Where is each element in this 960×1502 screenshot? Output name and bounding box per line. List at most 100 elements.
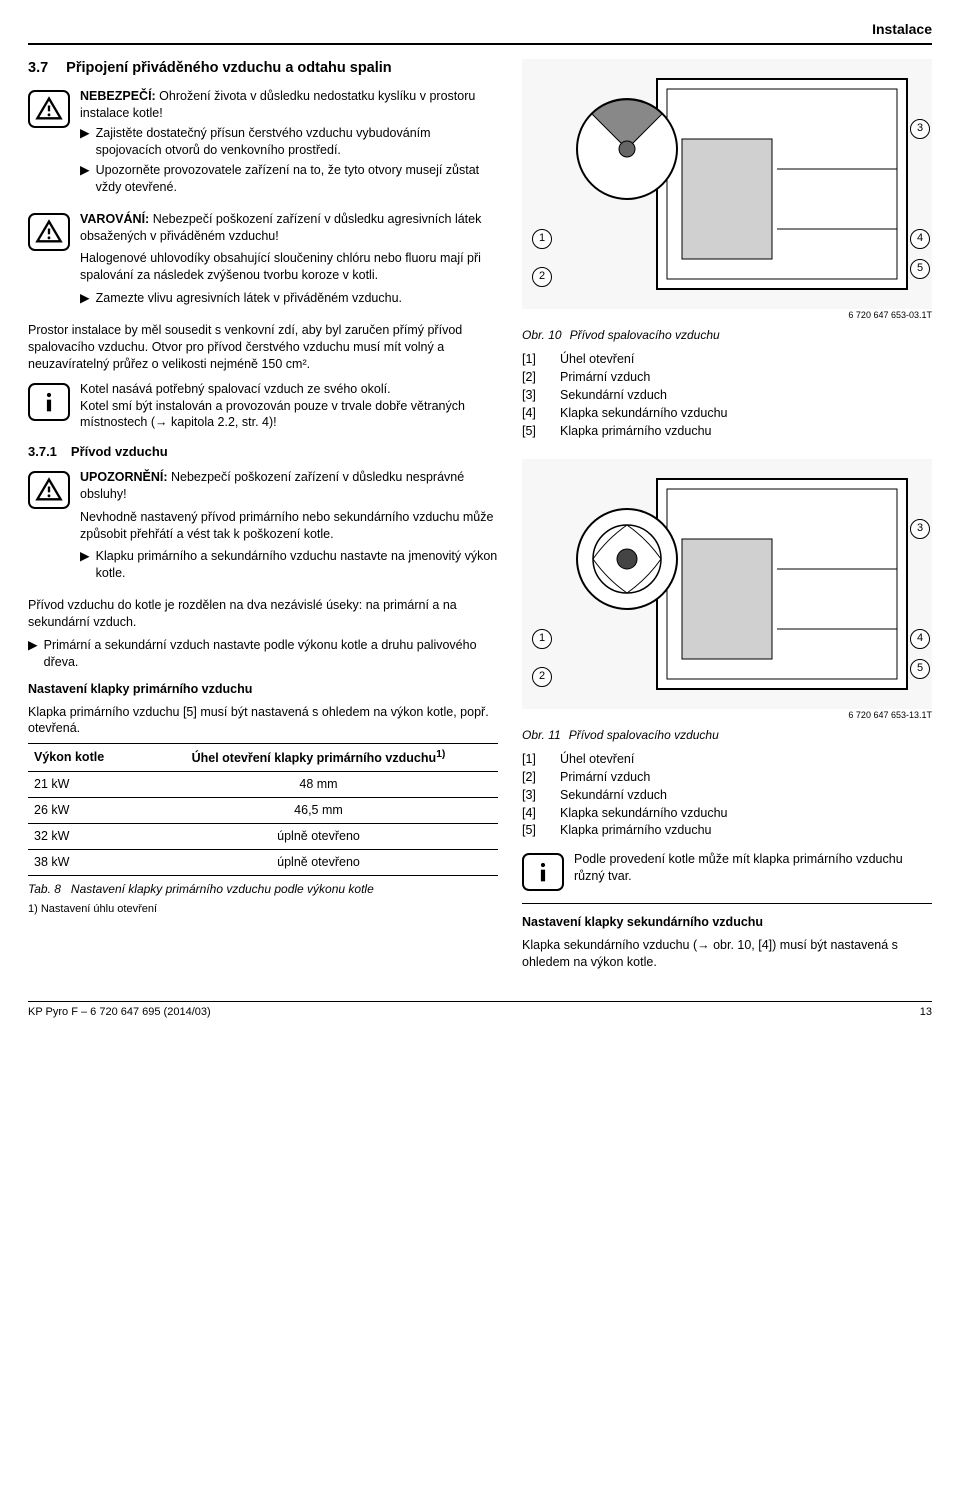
- figure-11-legend: [1]Úhel otevření[2]Primární vzduch[3] Sek…: [522, 751, 932, 839]
- section-3-7-1-heading: 3.7.1 Přívod vzduchu: [28, 443, 498, 461]
- table-col1-header: Výkon kotle: [28, 744, 139, 772]
- paragraph-1: Prostor instalace by měl sousedit s venk…: [28, 322, 498, 373]
- main-columns: 3.7 Připojení přiváděného vzduchu a odta…: [28, 59, 932, 977]
- legend-row: [1]Úhel otevření: [522, 751, 932, 768]
- footer-right: 13: [920, 1005, 932, 1020]
- info-icon: [522, 853, 564, 891]
- table-cell: 21 kW: [28, 772, 139, 798]
- free-bullet-text: Primární a sekundární vzduch nastavte po…: [44, 637, 498, 671]
- info-callout-1: Kotel nasává potřebný spalovací vzduch z…: [28, 381, 498, 432]
- page-footer: KP Pyro F – 6 720 647 695 (2014/03) 13: [28, 1001, 932, 1020]
- paragraph-4: Klapka sekundárního vzduchu (→ obr. 10, …: [522, 937, 932, 971]
- legend-key: [2]: [522, 769, 546, 786]
- legend-row: [2] Primární vzduch: [522, 369, 932, 386]
- subhead-primary: Nastavení klapky primárního vzduchu: [28, 681, 498, 698]
- callout-marker-5: 5: [910, 259, 930, 279]
- divider: [522, 903, 932, 904]
- callout-marker-4: 4: [910, 629, 930, 649]
- legend-row: [5] Klapka primárního vzduchu: [522, 822, 932, 839]
- info-callout-2: Podle provedení kotle může mít klapka pr…: [522, 851, 932, 891]
- notice-text-2: Nevhodně nastavený přívod primárního neb…: [80, 509, 498, 543]
- legend-value: Úhel otevření: [560, 351, 634, 368]
- legend-value: Primární vzduch: [560, 369, 650, 386]
- warning-lead: VAROVÁNÍ:: [80, 212, 149, 226]
- callout-marker-3: 3: [910, 519, 930, 539]
- table-row: 26 kW46,5 mm: [28, 798, 498, 824]
- header-rule: [28, 43, 932, 45]
- callout-marker-5: 5: [910, 659, 930, 679]
- table-cell: 26 kW: [28, 798, 139, 824]
- legend-row: [3] Sekundární vzduch: [522, 787, 932, 804]
- legend-value: Klapka sekundárního vzduchu: [560, 805, 727, 822]
- legend-value: Klapka primárního vzduchu: [560, 423, 711, 440]
- legend-key: [2]: [522, 369, 546, 386]
- legend-key: [3]: [522, 787, 546, 804]
- warning-triangle-icon: [28, 90, 70, 128]
- warning-body: VAROVÁNÍ: Nebezpečí poškození zařízení v…: [80, 211, 498, 310]
- danger-bullet-1: Zajistěte dostatečný přísun čerstvého vz…: [96, 125, 498, 159]
- figure-11-caption: Obr. 11Přívod spalovacího vzduchu: [522, 727, 932, 743]
- legend-value: Klapka sekundárního vzduchu: [560, 405, 727, 422]
- table-row: 21 kW48 mm: [28, 772, 498, 798]
- notice-bullet-1: Klapku primárního a sekundárního vzduchu…: [96, 548, 498, 582]
- arrow-icon: ▶: [28, 637, 38, 671]
- legend-key: [1]: [522, 751, 546, 768]
- arrow-icon: ▶: [80, 548, 90, 582]
- danger-body: NEBEZPEČÍ: Ohrožení života v důsledku ne…: [80, 88, 498, 198]
- page-section-header: Instalace: [28, 20, 932, 39]
- callout-marker-1: 1: [532, 629, 552, 649]
- table-cell: úplně otevřeno: [139, 849, 498, 875]
- table-cell: 46,5 mm: [139, 798, 498, 824]
- table-cell: úplně otevřeno: [139, 824, 498, 850]
- subhead-secondary: Nastavení klapky sekundárního vzduchu: [522, 914, 932, 931]
- table-row: 38 kWúplně otevřeno: [28, 849, 498, 875]
- figure-10-diagram: 1 2 3 4 5: [522, 59, 932, 309]
- arrow-icon: ▶: [80, 125, 90, 159]
- arrow-icon: ▶: [80, 162, 90, 196]
- info-body-1: Kotel nasává potřebný spalovací vzduch z…: [80, 381, 498, 432]
- info1-line2: Kotel smí být instalován a provozován po…: [80, 398, 498, 432]
- info1-line1: Kotel nasává potřebný spalovací vzduch z…: [80, 381, 498, 398]
- subsection-number: 3.7.1: [28, 443, 57, 461]
- figure-11-code: 6 720 647 653-13.1T: [522, 709, 932, 721]
- danger-lead: NEBEZPEČÍ:: [80, 89, 156, 103]
- legend-key: [5]: [522, 822, 546, 839]
- right-column: 1 2 3 4 5 6 720 647 653-03.1T Obr. 10Pří…: [522, 59, 932, 977]
- legend-value: Sekundární vzduch: [560, 387, 667, 404]
- callout-marker-4: 4: [910, 229, 930, 249]
- legend-row: [5] Klapka primárního vzduchu: [522, 423, 932, 440]
- table-cell: 48 mm: [139, 772, 498, 798]
- legend-row: [3] Sekundární vzduch: [522, 387, 932, 404]
- warning-triangle-icon: [28, 471, 70, 509]
- boiler-diagram-svg: [522, 459, 932, 709]
- figure-10-caption: Obr. 10Přívod spalovacího vzduchu: [522, 327, 932, 343]
- legend-value: Klapka primárního vzduchu: [560, 822, 711, 839]
- legend-key: [4]: [522, 805, 546, 822]
- paragraph-3: Klapka primárního vzduchu [5] musí být n…: [28, 704, 498, 738]
- notice-lead: UPOZORNĚNÍ:: [80, 470, 168, 484]
- table-body: 21 kW48 mm26 kW46,5 mm32 kWúplně otevřen…: [28, 772, 498, 876]
- table-8-caption: Tab. 8Nastavení klapky primárního vzduch…: [28, 881, 498, 897]
- legend-key: [5]: [522, 423, 546, 440]
- figure-10-code: 6 720 647 653-03.1T: [522, 309, 932, 321]
- info-body-2: Podle provedení kotle může mít klapka pr…: [574, 851, 932, 891]
- warning-triangle-icon: [28, 213, 70, 251]
- legend-value: Sekundární vzduch: [560, 787, 667, 804]
- legend-row: [2]Primární vzduch: [522, 769, 932, 786]
- danger-callout: NEBEZPEČÍ: Ohrožení života v důsledku ne…: [28, 88, 498, 198]
- left-column: 3.7 Připojení přiváděného vzduchu a odta…: [28, 59, 498, 977]
- boiler-diagram-svg: [522, 59, 932, 309]
- figure-10-legend: [1]Úhel otevření[2] Primární vzduch [3] Sek…: [522, 351, 932, 439]
- paragraph-2: Přívod vzduchu do kotle je rozdělen na d…: [28, 597, 498, 631]
- callout-marker-3: 3: [910, 119, 930, 139]
- legend-key: [3]: [522, 387, 546, 404]
- table-cell: 38 kW: [28, 849, 139, 875]
- arrow-icon: ▶: [80, 290, 90, 307]
- section-3-7-heading: 3.7 Připojení přiváděného vzduchu a odta…: [28, 59, 498, 79]
- table-8: Výkon kotle Úhel otevření klapky primárn…: [28, 743, 498, 876]
- free-bullet: ▶Primární a sekundární vzduch nastavte p…: [28, 637, 498, 671]
- footer-left: KP Pyro F – 6 720 647 695 (2014/03): [28, 1005, 211, 1020]
- legend-row: [1]Úhel otevření: [522, 351, 932, 368]
- info-icon: [28, 383, 70, 421]
- section-title: Připojení přiváděného vzduchu a odtahu s…: [66, 59, 392, 79]
